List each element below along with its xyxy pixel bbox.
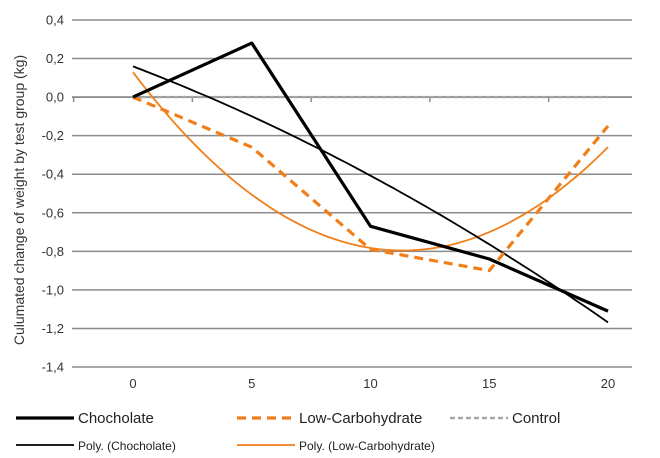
legend-label: Control (512, 410, 560, 427)
y-tick-label: -0,4 (42, 167, 64, 182)
y-axis-ticks: 0,4 0,2 0,0 -0,2 -0,4 -0,6 -0,8 -1,0 -1,2 -1,4 (42, 13, 64, 375)
x-tick-label: 15 (482, 376, 496, 391)
legend-label: Poly. (Low-Carbohydrate) (299, 439, 435, 453)
y-tick-label: -1,0 (42, 282, 64, 297)
legend-label: Poly. (Chocholate) (78, 439, 176, 453)
series-line-3 (132, 65, 609, 324)
legend-label: Chocholate (78, 410, 154, 427)
y-tick-label: -1,2 (42, 321, 64, 336)
legend: Chocholate Low-Carbohydrate Control Poly. (… (16, 410, 560, 453)
grid-lines (72, 19, 632, 368)
legend-label: Low-Carbohydrate (299, 410, 422, 427)
y-axis-title: Culumated change of weight by test group… (11, 55, 27, 345)
x-axis-ticks: 0 5 10 15 20 (129, 376, 615, 391)
y-tick-label: -0,6 (42, 205, 64, 220)
series-lines (132, 41, 610, 324)
y-tick-label: 0,4 (46, 13, 64, 28)
series-line-4 (132, 71, 609, 252)
x-tick-label: 0 (129, 376, 136, 391)
y-tick-label: -0,8 (42, 244, 64, 259)
y-tick-label: -0,2 (42, 128, 64, 143)
x-tick-label: 5 (248, 376, 255, 391)
x-tick-label: 20 (601, 376, 615, 391)
x-tick-label: 10 (363, 376, 377, 391)
y-tick-label: 0,0 (46, 90, 64, 105)
y-tick-label: 0,2 (46, 51, 64, 66)
series-line-1 (132, 95, 610, 273)
series-line-0 (132, 41, 609, 313)
y-tick-label: -1,4 (42, 360, 64, 375)
